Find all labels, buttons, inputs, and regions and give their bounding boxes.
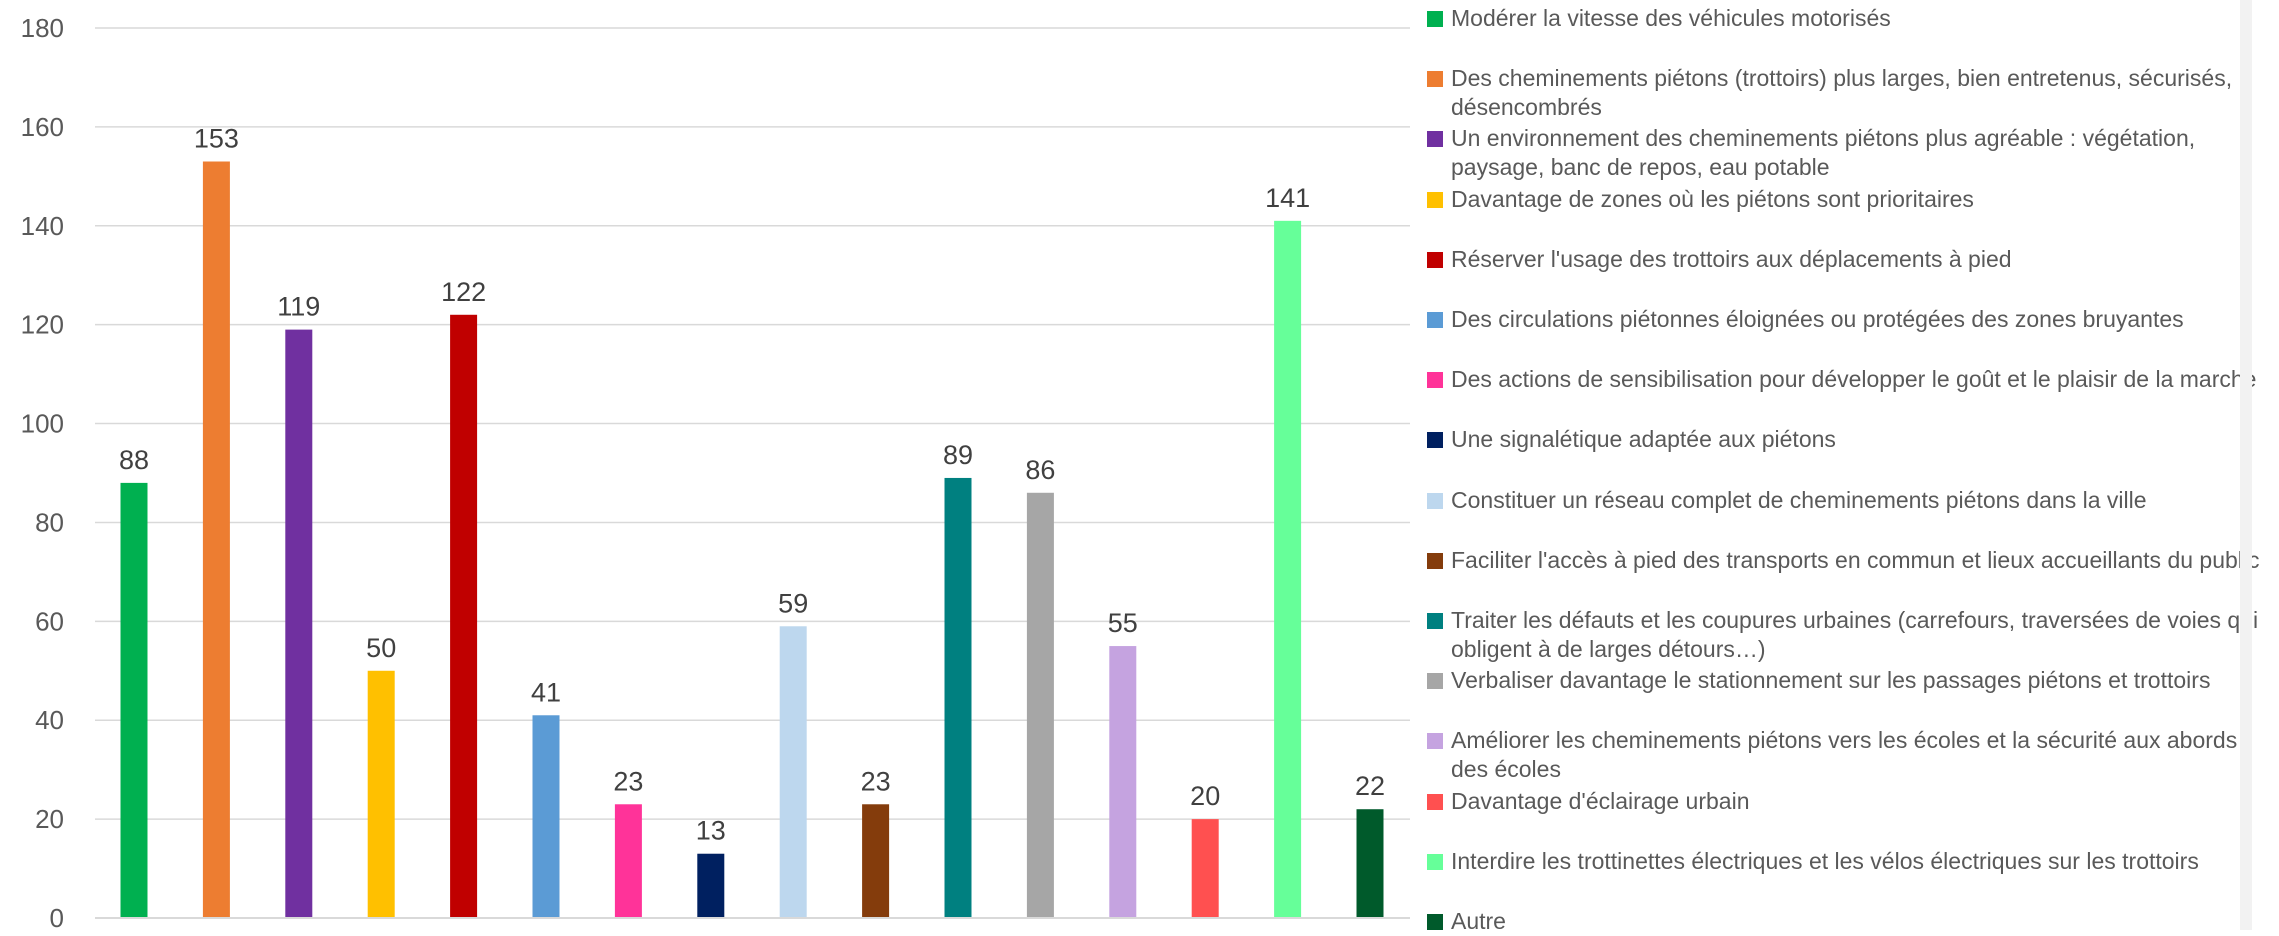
legend-item: Davantage d'éclairage urbain — [1427, 787, 2261, 816]
right-edge-panel — [2240, 0, 2252, 930]
legend-label: Constituer un réseau complet de cheminem… — [1451, 486, 2147, 513]
data-label: 50 — [366, 633, 396, 663]
legend-swatch — [1427, 372, 1443, 389]
y-axis-ticks: 0 20 40 60 80 100 120 140 160 180 — [21, 13, 64, 933]
legend-swatch — [1427, 733, 1443, 750]
bar — [367, 670, 395, 918]
bar — [202, 161, 230, 918]
legend-item: Faciliter l'accès à pied des transports … — [1427, 546, 2261, 575]
legend-item: Améliorer les cheminements piétons vers … — [1427, 726, 2261, 784]
bar — [1191, 819, 1219, 918]
data-label: 13 — [696, 816, 726, 846]
legend-item: Verbaliser davantage le stationnement su… — [1427, 666, 2261, 695]
legend-item: Des circulations piétonnes éloignées ou … — [1427, 305, 2261, 334]
legend-swatch — [1427, 914, 1443, 930]
bars — [120, 161, 1384, 919]
y-tick-label: 80 — [35, 507, 64, 537]
legend-swatch — [1427, 793, 1443, 810]
data-label: 23 — [613, 766, 643, 796]
legend-swatch — [1427, 251, 1443, 268]
legend-label: Interdire les trottinettes électriques e… — [1451, 847, 2199, 874]
data-label: 141 — [1265, 183, 1310, 213]
legend-label: Traiter les défauts et les coupures urba… — [1451, 607, 2259, 662]
gridlines — [95, 27, 1410, 820]
legend-swatch — [1427, 432, 1443, 449]
data-label: 23 — [861, 766, 891, 796]
legend-swatch — [1427, 492, 1443, 509]
legend-label: Davantage de zones où les piétons sont p… — [1451, 185, 1974, 212]
legend-swatch — [1427, 853, 1443, 870]
legend-label: Modérer la vitesse des véhicules motoris… — [1451, 5, 1891, 31]
legend-item: Davantage de zones où les piétons sont p… — [1427, 185, 2261, 214]
legend-item: Des cheminements piétons (trottoirs) plu… — [1427, 64, 2261, 122]
data-label: 20 — [1190, 781, 1220, 811]
y-tick-label: 160 — [21, 112, 64, 142]
bar — [1026, 492, 1054, 918]
data-label: 86 — [1025, 455, 1055, 485]
legend-label: Faciliter l'accès à pied des transports … — [1451, 546, 2260, 573]
legend-swatch — [1427, 11, 1443, 27]
legend-swatch — [1427, 312, 1443, 328]
data-label: 55 — [1108, 608, 1138, 638]
bar — [120, 482, 148, 918]
data-label: 153 — [194, 124, 239, 154]
bar-chart-plot: 0 20 40 60 80 100 120 140 160 180 88 153 119 50 122 41… — [21, 13, 1410, 933]
bar — [450, 314, 478, 918]
legend-label: Améliorer les cheminements piétons vers … — [1451, 727, 2238, 783]
legend-label: Des actions de sensibilisation pour déve… — [1451, 366, 2257, 393]
legend-swatch — [1427, 673, 1443, 690]
bar — [1109, 646, 1137, 918]
data-label: 89 — [943, 440, 973, 470]
bar — [779, 626, 807, 918]
data-labels: 88 153 119 50 122 41 23 13 59 23 89 86 55 20 141 22 — [119, 124, 1385, 846]
legend-item: Une signalétique adaptée aux piétons — [1427, 425, 2261, 454]
legend-label: Des cheminements piétons (trottoirs) plu… — [1451, 65, 2233, 121]
bar — [285, 329, 313, 919]
y-tick-label: 60 — [35, 606, 64, 636]
y-tick-label: 140 — [21, 211, 64, 241]
legend-swatch — [1427, 613, 1443, 629]
bar — [614, 804, 642, 918]
y-tick-label: 120 — [21, 310, 64, 340]
bar — [944, 477, 972, 918]
legend: Modérer la vitesse des véhicules motoris… — [1427, 4, 2267, 934]
legend-item: Traiter les défauts et les coupures urba… — [1427, 606, 2261, 664]
legend-label: Davantage d'éclairage urbain — [1451, 787, 1750, 814]
legend-item: Des actions de sensibilisation pour déve… — [1427, 365, 2261, 394]
legend-label: Un environnement des cheminements piéton… — [1451, 125, 2196, 181]
bar — [532, 715, 560, 918]
y-tick-label: 0 — [50, 903, 64, 930]
data-label: 41 — [531, 677, 561, 707]
legend-label: Une signalétique adaptée aux piétons — [1451, 426, 1836, 453]
bar — [1274, 220, 1302, 919]
bar — [697, 853, 725, 918]
y-tick-label: 40 — [35, 705, 64, 735]
legend-label: Autre — [1451, 908, 1506, 934]
legend-swatch — [1427, 552, 1443, 569]
legend-item: Interdire les trottinettes électriques e… — [1427, 847, 2261, 876]
bar — [862, 804, 890, 918]
legend-swatch — [1427, 71, 1443, 88]
legend-swatch — [1427, 131, 1443, 148]
data-label: 59 — [778, 588, 808, 618]
legend-item: Modérer la vitesse des véhicules motoris… — [1427, 4, 2261, 33]
legend-label: Des circulations piétonnes éloignées ou … — [1451, 306, 2184, 332]
legend-label: Verbaliser davantage le stationnement su… — [1451, 667, 2211, 694]
y-tick-label: 100 — [21, 409, 64, 439]
legend-item: Réserver l'usage des trottoirs aux dépla… — [1427, 245, 2261, 274]
legend-swatch — [1427, 191, 1443, 208]
legend-item: Constituer un réseau complet de cheminem… — [1427, 486, 2261, 515]
data-label: 119 — [277, 292, 320, 322]
data-label: 22 — [1355, 771, 1385, 801]
legend-label: Réserver l'usage des trottoirs aux dépla… — [1451, 245, 2012, 272]
bar — [1356, 809, 1384, 918]
y-tick-label: 20 — [35, 804, 64, 834]
legend-item: Un environnement des cheminements piéton… — [1427, 124, 2261, 182]
legend-item: Autre — [1427, 907, 2261, 936]
y-tick-label: 180 — [21, 13, 64, 43]
data-label: 122 — [441, 277, 486, 307]
data-label: 88 — [119, 445, 149, 475]
